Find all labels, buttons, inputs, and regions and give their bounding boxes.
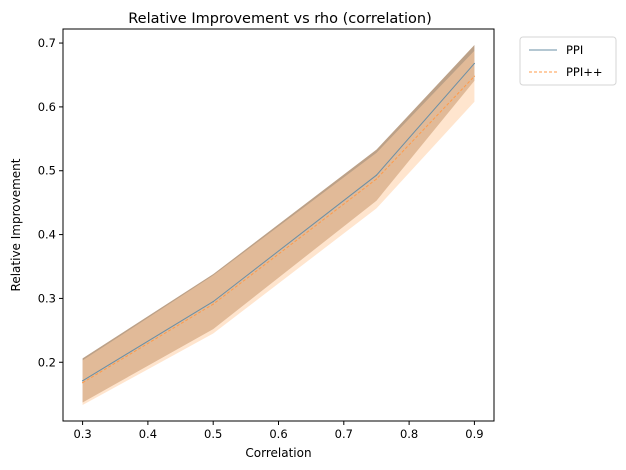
confidence-bands [82, 44, 475, 406]
y-tick-label: 0.6 [38, 100, 56, 114]
y-tick-label: 0.7 [38, 36, 56, 50]
x-axis-label: Correlation [245, 446, 311, 460]
legend-label-ppi: PPI [566, 43, 583, 57]
point-ppiplusplus [81, 382, 84, 384]
line-ppiplusplus [82, 75, 475, 384]
point-ppi [375, 174, 378, 176]
point-ppi [473, 62, 476, 65]
x-tick-label: 0.9 [465, 427, 483, 441]
legend: PPI PPI++ [519, 36, 617, 86]
line-ppi [82, 63, 475, 382]
y-tick-label: 0.3 [38, 291, 56, 305]
x-tick-label: 0.5 [204, 427, 222, 441]
x-tick-label: 0.3 [73, 427, 91, 441]
point-ppiplusplus [375, 178, 378, 180]
y-axis-ticks: 0.2 0.3 0.4 0.5 0.6 0.7 [38, 36, 63, 369]
point-ppi [81, 380, 84, 382]
point-ppiplusplus [212, 303, 214, 305]
series-lines [81, 62, 476, 384]
point-ppi [212, 301, 214, 303]
y-tick-label: 0.5 [38, 164, 56, 178]
y-tick-label: 0.4 [38, 228, 56, 242]
legend-box [519, 36, 617, 86]
x-tick-label: 0.7 [335, 427, 353, 441]
legend-label-ppiplusplus: PPI++ [566, 65, 603, 79]
legend-entries: PPI PPI++ [529, 43, 603, 79]
x-tick-label: 0.4 [139, 427, 157, 441]
x-axis-ticks: 0.3 0.4 0.5 0.6 0.7 0.8 0.9 [73, 421, 484, 441]
band-ppiplusplus [82, 50, 475, 406]
point-ppiplusplus [473, 75, 476, 77]
y-axis-label: Relative Improvement [9, 158, 23, 291]
y-tick-label: 0.2 [38, 355, 56, 369]
x-tick-label: 0.6 [269, 427, 287, 441]
chart-title: Relative Improvement vs rho (correlation… [128, 11, 431, 27]
x-tick-label: 0.8 [400, 427, 418, 441]
